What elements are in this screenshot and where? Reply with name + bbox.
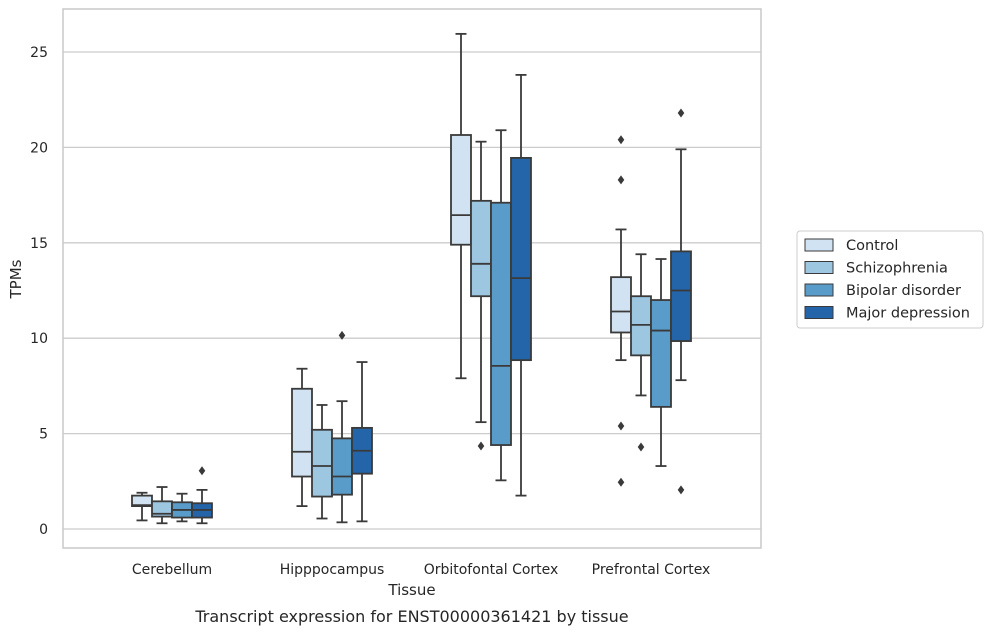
box-body — [490, 201, 512, 446]
outlier-point — [617, 421, 625, 431]
box-1-0 — [151, 486, 173, 525]
legend-label: Bipolar disorder — [846, 283, 961, 299]
plot-frame — [62, 8, 762, 549]
box-body — [510, 156, 532, 362]
y-tick-label: 0 — [39, 522, 48, 538]
legend-frame — [796, 230, 984, 329]
legend-label: Schizophrenia — [846, 261, 948, 277]
box-3-1 — [351, 361, 373, 523]
grid-lines — [63, 51, 761, 530]
box-body — [650, 299, 672, 408]
outlier-point — [617, 477, 625, 487]
box-body — [670, 250, 692, 342]
outlier-point — [617, 135, 625, 145]
box-body — [470, 199, 492, 298]
box-body — [630, 295, 652, 357]
x-tick-label: Cerebellum — [132, 562, 212, 578]
outlier-point — [338, 330, 346, 340]
legend-label: Control — [846, 238, 898, 254]
y-axis-ticks: 0 5 10 15 20 25 — [30, 45, 48, 538]
legend-swatch — [804, 306, 834, 319]
box-3-2 — [510, 73, 532, 497]
box-0-2 — [450, 32, 472, 380]
box-body — [450, 134, 472, 246]
x-tick-label: Hipppocampus — [280, 562, 385, 578]
box-body — [331, 437, 353, 496]
outlier-point — [637, 442, 645, 452]
x-tick-label: Orbitofontal Cortex — [424, 562, 559, 578]
y-tick-label: 10 — [30, 331, 48, 347]
box-series — [131, 32, 692, 525]
x-tick-label: Prefrontal Cortex — [592, 562, 711, 578]
y-tick-label: 15 — [30, 236, 48, 252]
box-body — [291, 387, 313, 478]
box-3-3 — [670, 108, 692, 495]
box-1-2 — [470, 140, 492, 451]
y-tick-label: 20 — [30, 140, 48, 156]
box-body — [610, 276, 632, 334]
outlier-point — [198, 466, 206, 476]
legend-label: Major depression — [846, 306, 970, 322]
y-axis-label: TPMs — [7, 259, 25, 299]
box-0-1 — [291, 367, 313, 508]
outlier-point — [617, 175, 625, 185]
legend-items: Control Schizophrenia Bipolar disorder Majo… — [804, 238, 970, 322]
y-tick-label: 25 — [30, 45, 48, 61]
outlier-point — [477, 441, 485, 451]
box-2-0 — [171, 492, 193, 523]
legend: Control Schizophrenia Bipolar disorder Majo… — [796, 230, 984, 329]
outlier-point — [677, 485, 685, 495]
box-1-1 — [311, 404, 333, 520]
legend-swatch — [804, 283, 834, 297]
legend-swatch — [804, 261, 834, 274]
outlier-point — [677, 108, 685, 118]
x-axis-label: Tissue — [387, 581, 435, 599]
box-2-1 — [331, 330, 353, 524]
chart-caption: Transcript expression for ENST0000036142… — [194, 607, 628, 626]
legend-swatch — [804, 238, 834, 252]
box-3-0 — [191, 466, 213, 525]
box-2-3 — [650, 258, 672, 467]
box-1-3 — [630, 253, 652, 452]
x-axis-ticks: Cerebellum Hipppocampus Orbitofontal Corte… — [132, 562, 710, 578]
box-body — [311, 428, 333, 498]
y-tick-label: 5 — [39, 427, 48, 443]
